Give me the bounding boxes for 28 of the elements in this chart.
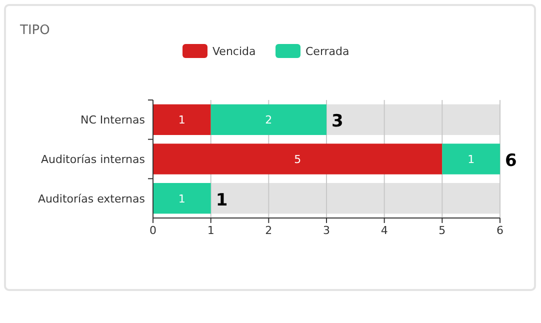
- data-label: 1: [178, 192, 186, 206]
- x-tick-label: 1: [207, 224, 214, 237]
- data-label: 5: [294, 153, 302, 166]
- annotation: 6: [505, 151, 517, 171]
- bar: [153, 104, 211, 136]
- text: TIPO: [19, 23, 50, 38]
- data-label: 1: [178, 114, 186, 127]
- y-tick-label: Auditorías internas: [40, 153, 146, 166]
- data-label: 1: [468, 153, 475, 166]
- bar: [210, 182, 500, 214]
- y-tick-label: NC Internas: [80, 114, 146, 127]
- y-tick-label: Auditorías externas: [38, 192, 146, 206]
- legend-label: Cerrada: [306, 45, 350, 58]
- annotation: 1: [216, 190, 228, 210]
- x-tick-label: 4: [380, 224, 388, 237]
- bar: [153, 182, 211, 214]
- bar: [326, 104, 500, 136]
- x-tick-label: 5: [438, 224, 446, 237]
- data-label: 2: [265, 114, 272, 127]
- x-tick-label: 6: [496, 224, 504, 237]
- bar: [210, 104, 326, 136]
- x-tick-label: 2: [265, 224, 272, 237]
- bar: [442, 144, 500, 174]
- x-tick-label: 0: [150, 224, 156, 237]
- legend-label: Vencida: [212, 45, 256, 58]
- annotation: 3: [332, 112, 344, 132]
- bar: [153, 144, 442, 174]
- x-tick-label: 3: [323, 224, 330, 237]
